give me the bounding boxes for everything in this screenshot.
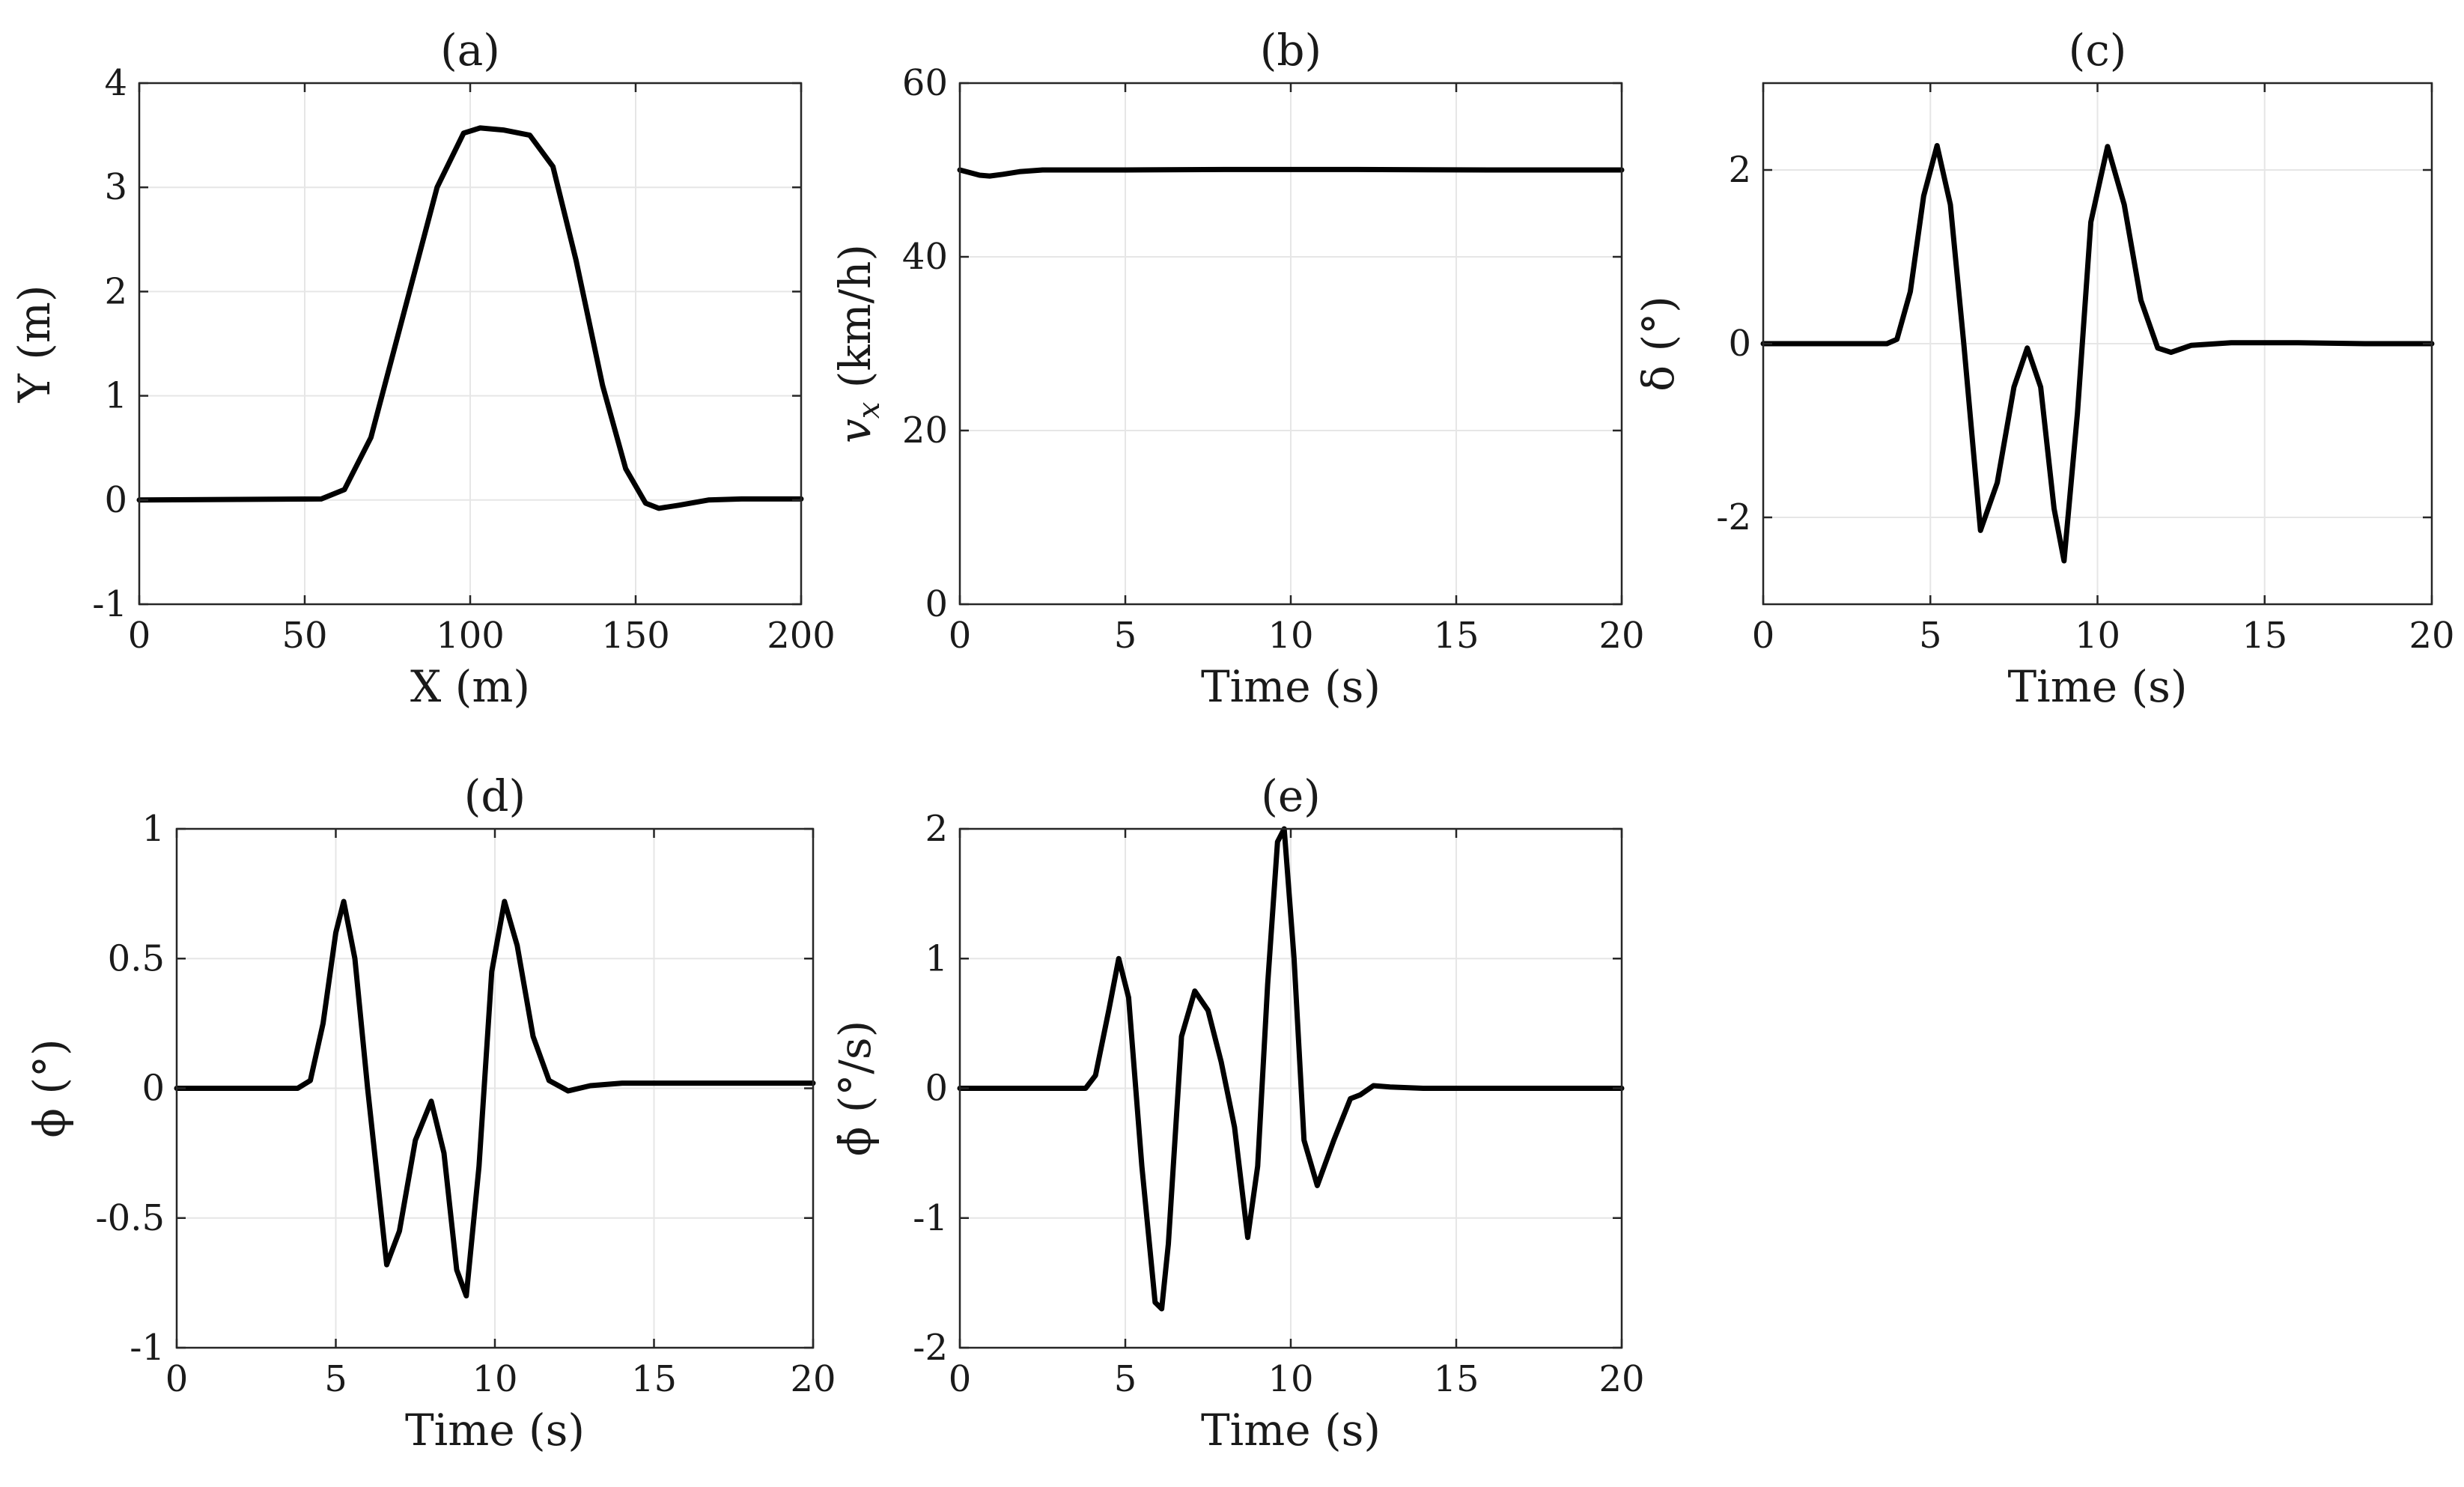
panel-d-xtick-label: 5 bbox=[324, 1358, 347, 1400]
panel-c-xtick-label: 10 bbox=[2075, 615, 2120, 657]
panel-d-xtick-label: 20 bbox=[790, 1358, 836, 1400]
panel-a-ylabel: Y (m) bbox=[9, 285, 60, 404]
panel-a-ytick-label: -1 bbox=[92, 583, 127, 625]
panel-e-ytick-label: 1 bbox=[925, 937, 948, 979]
panel-d-xtick-label: 10 bbox=[472, 1358, 517, 1400]
panel-b-title: (b) bbox=[1260, 25, 1321, 76]
panel-c-ytick-label: 2 bbox=[1728, 149, 1751, 191]
panel-d: 0 5 10 15 20 -1 -0.5 0 0.5 1 (d) Time (s) ϕ (°) bbox=[24, 770, 836, 1456]
panel-c-xtick-label: 5 bbox=[1919, 615, 1942, 657]
panel-a-ytick-label: 1 bbox=[104, 375, 127, 417]
panel-a-xtick-label: 200 bbox=[767, 615, 836, 657]
panel-b-ylabel-main: v bbox=[830, 419, 880, 443]
panel-b-series-line bbox=[957, 166, 1625, 179]
panel-a-xtick-label: 150 bbox=[601, 615, 670, 657]
panel-b: 0 5 10 15 20 0 20 40 60 (b) Time (s) vx (km/h) bbox=[830, 25, 1645, 712]
panel-a-series-line bbox=[136, 125, 804, 511]
panel-a-xtick-label: 100 bbox=[436, 615, 505, 657]
panel-e-ytick-label: 0 bbox=[925, 1068, 948, 1110]
panel-b-ylabel-unit: (km/h) bbox=[830, 244, 880, 402]
panel-a-xtick-label: 50 bbox=[282, 615, 327, 657]
panel-c-ytick-label: -2 bbox=[1716, 496, 1751, 538]
panel-d-ytick-label: -1 bbox=[130, 1327, 165, 1369]
panel-b-xtick-label: 0 bbox=[949, 615, 972, 657]
panel-b-ytick-label: 0 bbox=[925, 583, 948, 625]
panel-e-ytick-label: 2 bbox=[925, 808, 948, 850]
panel-d-series-line bbox=[174, 898, 816, 1299]
panel-e-xtick-label: 5 bbox=[1114, 1358, 1137, 1400]
panel-d-xtick-label: 15 bbox=[631, 1358, 677, 1400]
panel-a-ytick-label: 2 bbox=[104, 270, 127, 312]
panel-d-ytick-label: 1 bbox=[142, 808, 165, 850]
panel-e: 0 5 10 15 20 -2 -1 0 1 2 (e) Time (s) ϕ̇ (°/s) bbox=[830, 770, 1645, 1456]
panel-a-ytick-label: 4 bbox=[104, 62, 127, 104]
panel-e-title: (e) bbox=[1261, 770, 1321, 821]
panel-b-ytick-label: 20 bbox=[902, 410, 948, 451]
panel-a-xtick-label: 0 bbox=[128, 615, 151, 657]
panel-d-title: (d) bbox=[464, 770, 526, 821]
panel-b-xtick-label: 5 bbox=[1114, 615, 1137, 657]
panel-c: 0 5 10 15 20 -2 0 2 (c) Time (s) δ (°) bbox=[1633, 25, 2455, 712]
panel-e-xlabel: Time (s) bbox=[1201, 1405, 1381, 1456]
panel-a-xlabel: X (m) bbox=[410, 661, 530, 712]
panel-a-title: (a) bbox=[440, 25, 500, 76]
panel-d-xlabel: Time (s) bbox=[405, 1405, 585, 1456]
panel-d-ytick-label: 0.5 bbox=[108, 937, 165, 979]
panel-c-title: (c) bbox=[2069, 25, 2127, 76]
panel-a-ytick-label: 3 bbox=[104, 166, 127, 208]
panel-d-ylabel: ϕ (°) bbox=[24, 1039, 75, 1137]
panel-e-xtick-label: 10 bbox=[1268, 1358, 1313, 1400]
panel-c-ytick-label: 0 bbox=[1728, 323, 1751, 365]
panel-b-xlabel: Time (s) bbox=[1201, 661, 1381, 712]
panel-e-xtick-label: 15 bbox=[1433, 1358, 1479, 1400]
panel-b-xtick-label: 10 bbox=[1268, 615, 1313, 657]
panel-c-series-line bbox=[1760, 143, 2435, 564]
panel-c-xlabel: Time (s) bbox=[2007, 661, 2187, 712]
panel-e-ylabel: ϕ̇ (°/s) bbox=[830, 1021, 880, 1157]
panel-c-xtick-label: 0 bbox=[1752, 615, 1775, 657]
panel-b-xtick-label: 20 bbox=[1598, 615, 1644, 657]
panel-b-ytick-label: 40 bbox=[902, 236, 948, 278]
panel-b-ylabel: vx (km/h) bbox=[830, 244, 886, 443]
panel-a-ytick-label: 0 bbox=[104, 479, 127, 521]
panel-e-series-line bbox=[957, 826, 1625, 1312]
panel-e-ytick-label: -1 bbox=[913, 1197, 948, 1239]
panel-c-ylabel: δ (°) bbox=[1633, 296, 1684, 392]
panel-e-ytick-label: -2 bbox=[913, 1327, 948, 1369]
panel-e-xtick-label: 20 bbox=[1598, 1358, 1644, 1400]
panel-e-xtick-label: 0 bbox=[949, 1358, 972, 1400]
panel-c-xtick-label: 15 bbox=[2242, 615, 2287, 657]
panel-d-ytick-label: -0.5 bbox=[95, 1197, 165, 1239]
panel-d-ytick-label: 0 bbox=[142, 1068, 165, 1110]
panel-b-ylabel-sub: x bbox=[852, 402, 886, 419]
panel-b-ytick-label: 60 bbox=[902, 62, 948, 104]
panel-c-xtick-label: 20 bbox=[2409, 615, 2454, 657]
panel-b-xtick-label: 15 bbox=[1433, 615, 1479, 657]
panel-d-xtick-label: 0 bbox=[165, 1358, 189, 1400]
